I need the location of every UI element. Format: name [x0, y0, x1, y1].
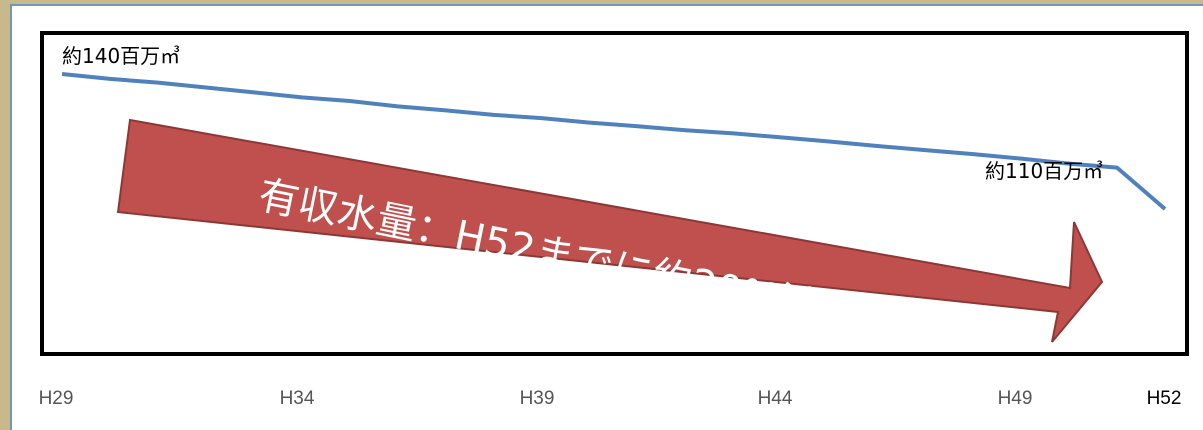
start-value-label: 約140百万㎥ [62, 44, 181, 68]
x-tick-h29: H29 [38, 388, 74, 409]
x-tick-h52: H52 [1146, 388, 1182, 409]
x-tick-h34: H34 [279, 388, 315, 409]
decrease-arrow [116, 118, 1104, 343]
x-tick-h44: H44 [757, 388, 793, 409]
end-value-label: 約110百万㎥ [985, 159, 1104, 183]
x-tick-h49: H49 [997, 388, 1033, 409]
x-tick-h39: H39 [519, 388, 555, 409]
water-volume-line [61, 72, 1167, 211]
